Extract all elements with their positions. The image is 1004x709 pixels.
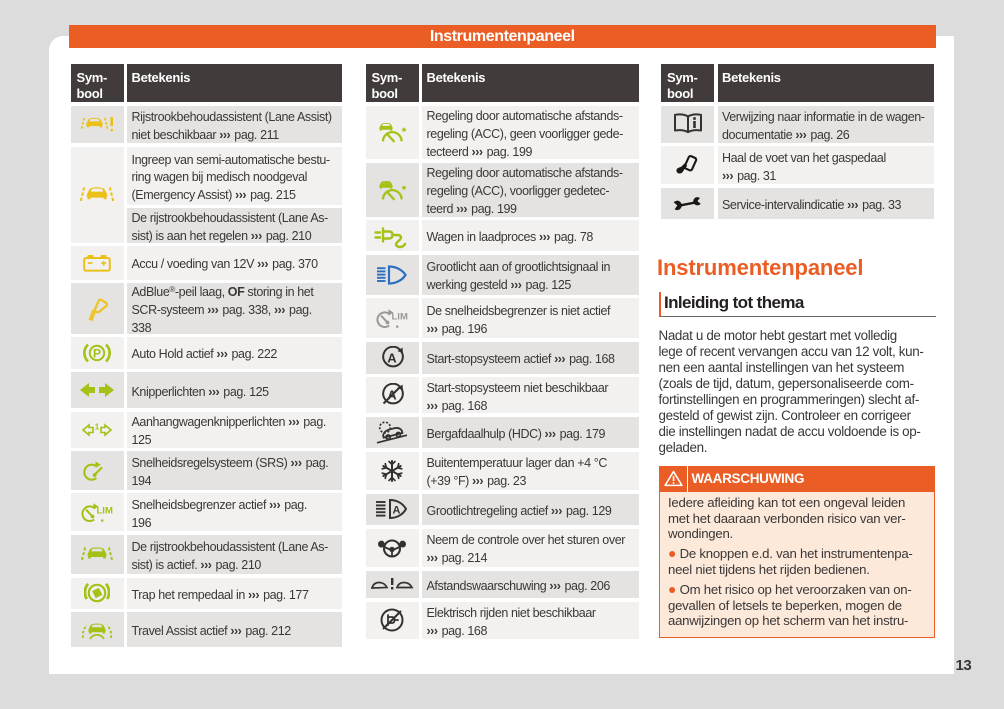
svg-text:LIM: LIM — [392, 312, 408, 323]
svg-text:A: A — [387, 350, 397, 365]
svg-text:P: P — [93, 346, 101, 360]
svg-text:1: 1 — [95, 423, 100, 432]
svg-text:A: A — [393, 505, 401, 517]
svg-text:LIM: LIM — [97, 506, 113, 517]
